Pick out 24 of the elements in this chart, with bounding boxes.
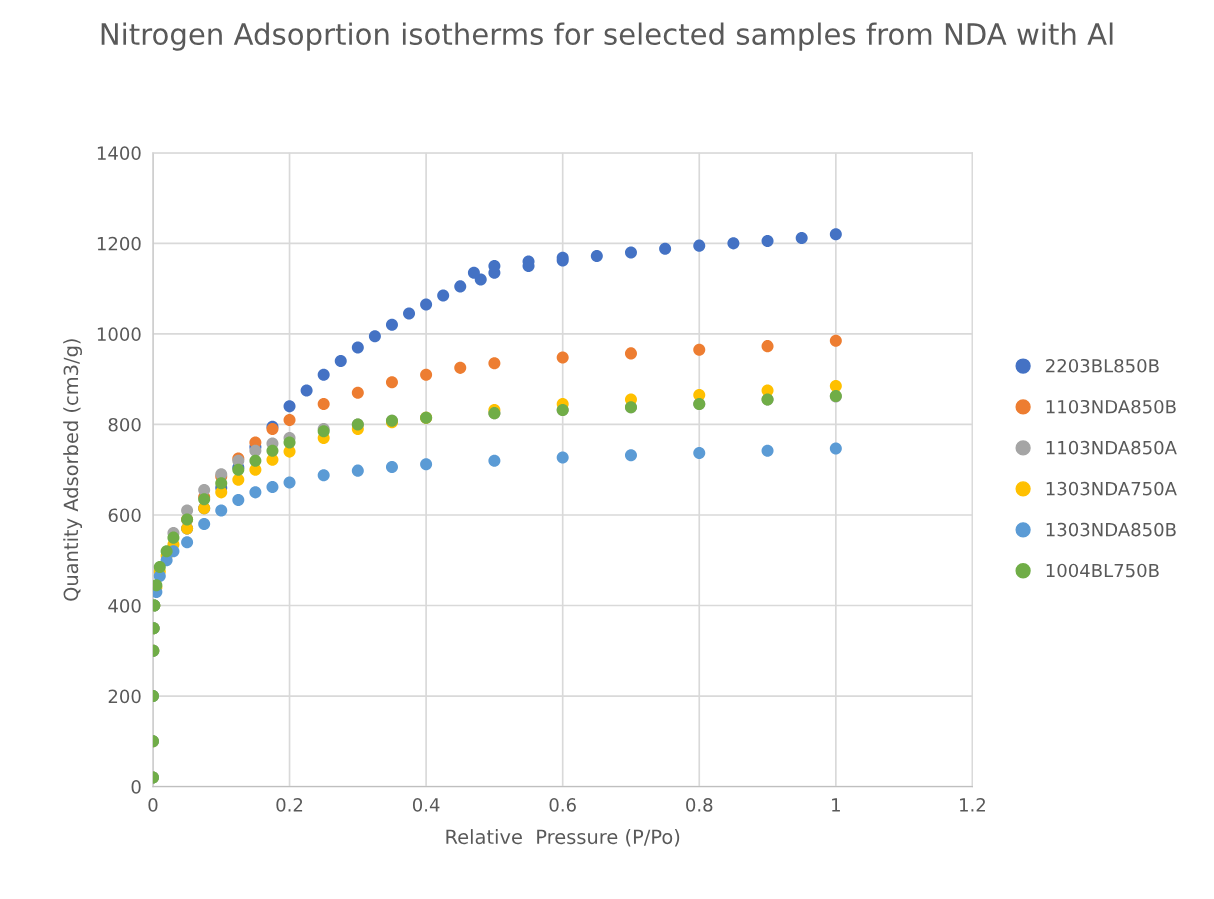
legend-label: 1103NDA850A: [1046, 440, 1177, 455]
legend-label: 1004BL750B: [1046, 563, 1159, 578]
y-tick-label: 0: [131, 780, 141, 794]
y-tick-label: 1200: [97, 236, 141, 251]
x-tick-label: 1: [832, 798, 840, 812]
chart-title: Nitrogen Adsoprtion isotherms for selected samples from NDA with Al: [101, 22, 1113, 51]
x-tick-label: 0: [148, 798, 158, 812]
y-tick-label: 400: [108, 599, 141, 613]
x-tick-label: 1.2: [960, 798, 985, 812]
x-tick-label: 0.6: [549, 798, 576, 812]
y-tick-label: 600: [108, 508, 141, 523]
legend-label: 1103NDA850B: [1046, 399, 1176, 414]
legend-label: 2203BL850B: [1046, 358, 1159, 373]
x-tick-label: 0.8: [686, 798, 713, 812]
x-axis-title: Relative Pressure (P/Po): [446, 829, 680, 847]
y-tick-label: 1000: [97, 327, 141, 342]
x-tick-label: 0.2: [276, 798, 303, 812]
legend-label: 1303NDA850B: [1046, 522, 1176, 537]
y-tick-label: 200: [108, 689, 141, 704]
y-tick-label: 800: [108, 417, 141, 432]
y-tick-label: 1400: [97, 146, 141, 160]
y-axis-title: Quantity Adsorbed (cm3/g): [63, 339, 83, 601]
x-tick-label: 0.4: [412, 798, 440, 812]
legend-label: 1303NDA750A: [1046, 481, 1177, 496]
